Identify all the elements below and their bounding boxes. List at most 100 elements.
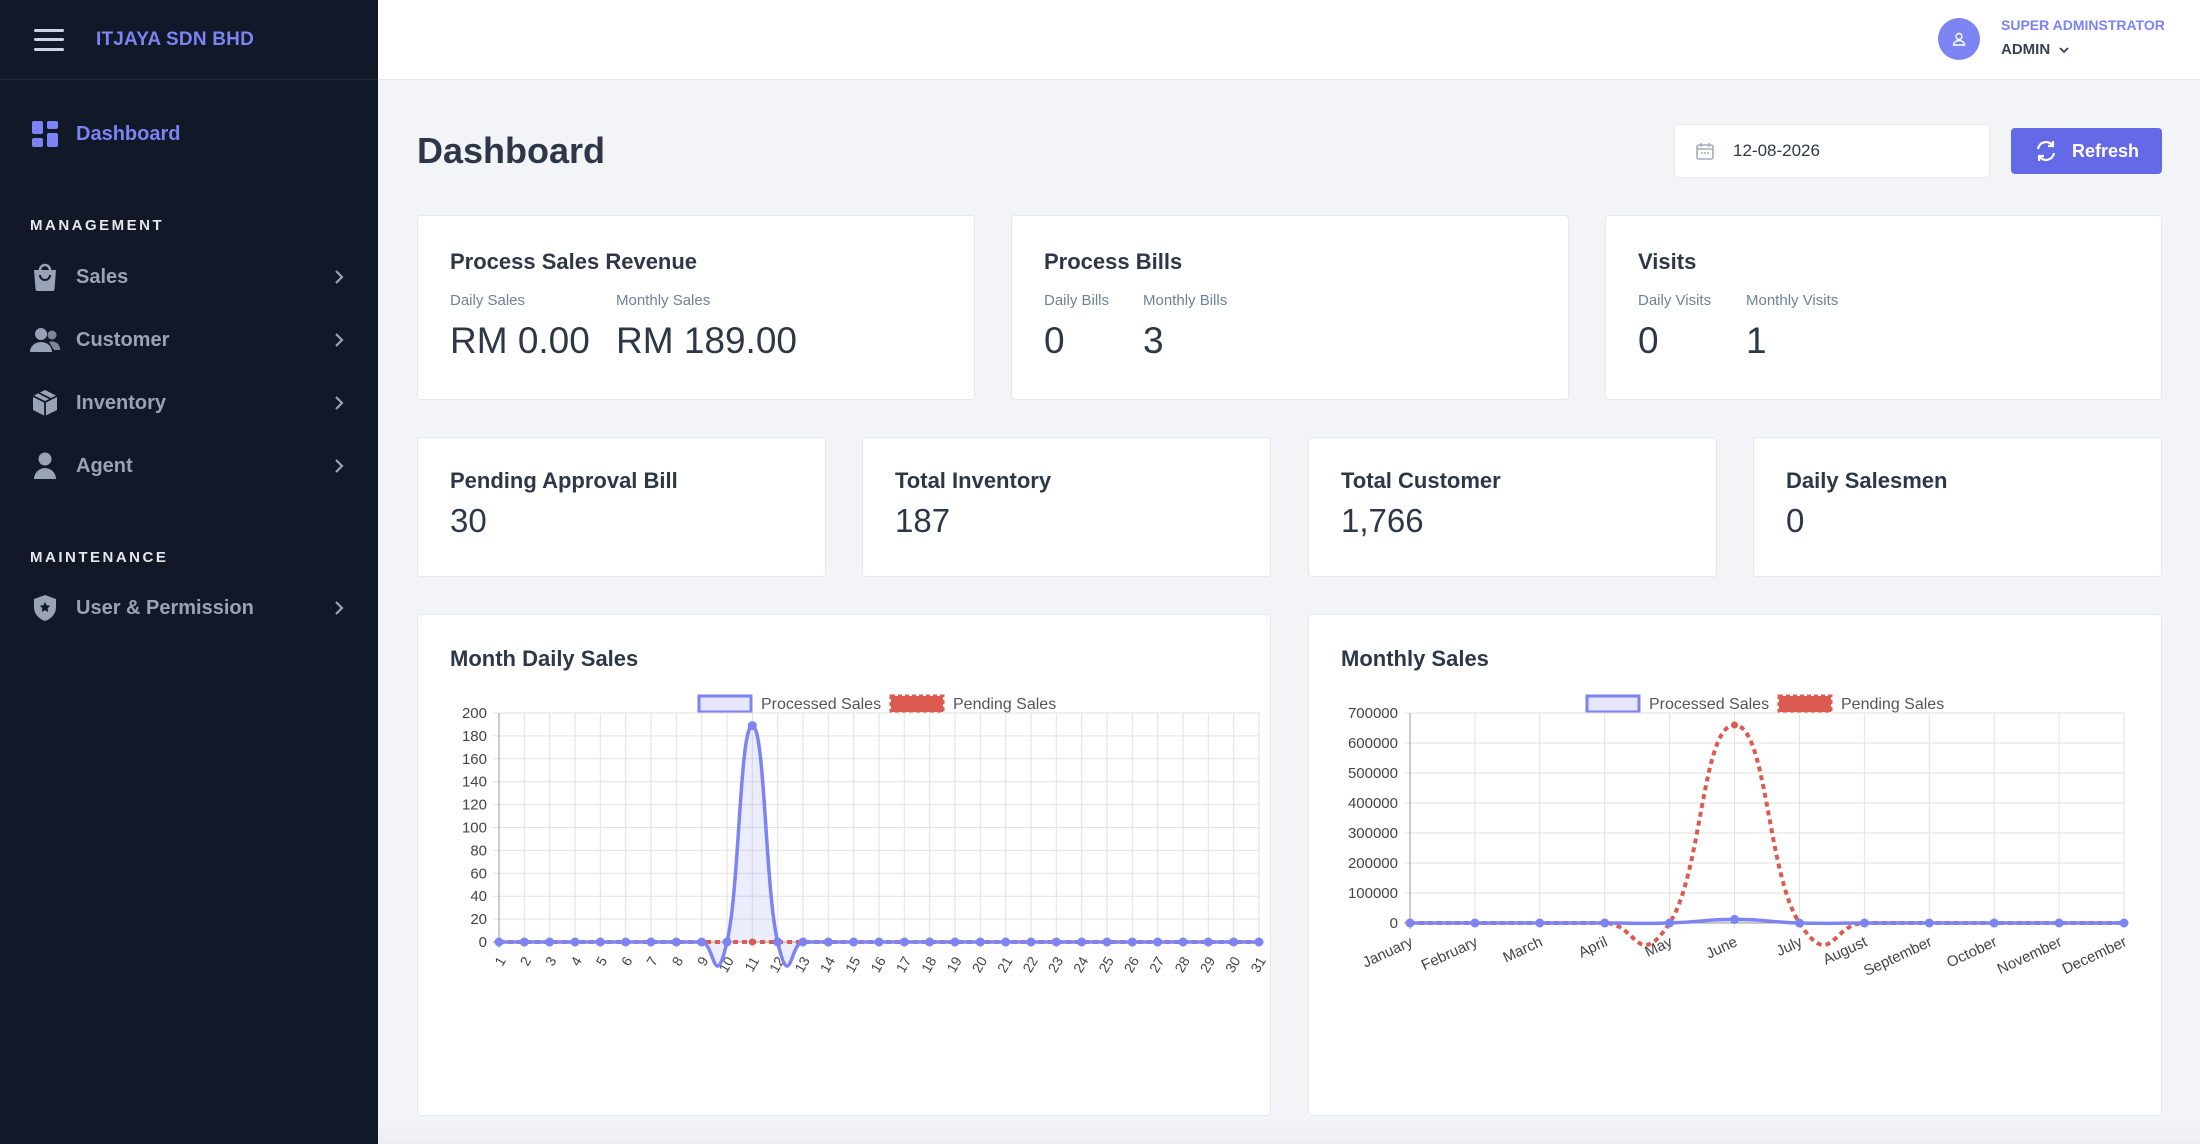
daily-sales-label: Daily Sales (450, 292, 526, 309)
x-tick-label: 1 (491, 954, 509, 969)
page-title: Dashboard (417, 130, 606, 171)
date-value: 12-08-2026 (1733, 141, 1820, 160)
sidebar-item-inventory[interactable]: Inventory (0, 375, 378, 431)
chart-title: Month Daily Sales (450, 646, 639, 671)
processed-sales-point (1600, 918, 1610, 928)
x-tick-label: September (1861, 933, 1935, 979)
chart-title: Monthly Sales (1341, 646, 1489, 671)
x-tick-label: May (1642, 933, 1675, 961)
processed-sales-point (494, 937, 504, 947)
card-title: Process Bills (1044, 249, 1183, 274)
monthly-sales-card: Monthly Sales Processed Sales Pending Sal… (1308, 614, 2162, 1116)
sidebar-item-label: Agent (76, 454, 133, 477)
x-tick-label: 27 (1146, 954, 1168, 976)
processed-sales-point (1665, 918, 1675, 928)
user-menu[interactable]: ADMIN (2001, 41, 2070, 58)
refresh-button[interactable]: Refresh (2011, 128, 2162, 174)
processed-sales-point (925, 937, 935, 947)
legend-swatch-pending (1777, 694, 1833, 714)
processed-sales-point (1535, 918, 1545, 928)
x-tick-label: 19 (943, 954, 965, 976)
legend-swatch-processed (697, 694, 753, 714)
sidebar-item-label: Customer (76, 328, 170, 351)
sidebar-item-customer[interactable]: Customer (0, 312, 378, 368)
sidebar-item-dashboard[interactable]: Dashboard (0, 106, 378, 162)
sidebar-item-label: User & Permission (76, 596, 254, 619)
pending-sales-point (748, 938, 756, 946)
y-tick-label: 60 (470, 865, 487, 882)
processed-sales-point (1153, 937, 1163, 947)
x-tick-label: 14 (817, 954, 839, 976)
processed-sales-point (697, 937, 707, 947)
total-customer-card: Total Customer 1,766 (1308, 437, 1717, 577)
daily-salesmen-card: Daily Salesmen 0 (1753, 437, 2162, 577)
x-tick-label: 22 (1019, 954, 1041, 976)
x-tick-label: November (1995, 933, 2065, 978)
shield-icon (30, 593, 60, 623)
daily-visits-label: Daily Visits (1638, 292, 1712, 309)
y-tick-label: 160 (462, 751, 487, 768)
stat-value: 30 (450, 502, 487, 539)
x-tick-label: April (1576, 933, 1610, 961)
chart-grid (1404, 712, 2125, 929)
y-tick-label: 700000 (1348, 705, 1398, 722)
date-picker[interactable]: 12-08-2026 (1674, 124, 1990, 178)
x-tick-label: 20 (969, 954, 991, 976)
processed-sales-point (2054, 918, 2064, 928)
processed-sales-point (1127, 937, 1137, 947)
x-tick-label: 8 (668, 954, 686, 969)
x-tick-label: 9 (694, 954, 712, 969)
processed-sales-point (747, 721, 757, 731)
x-tick-label: 23 (1045, 954, 1067, 976)
daily-visits-value: 0 (1638, 320, 1659, 361)
processed-sales-point (899, 937, 909, 947)
sidebar-item-agent[interactable]: Agent (0, 438, 378, 494)
legend-label-processed: Processed Sales (761, 696, 881, 713)
stat-title: Daily Salesmen (1786, 468, 1948, 493)
brand-name[interactable]: ITJAYA SDN BHD (96, 28, 255, 50)
sidebar-item-sales[interactable]: Sales (0, 249, 378, 305)
calendar-icon (1696, 143, 1714, 160)
x-tick-label: 28 (1171, 954, 1193, 976)
processed-sales-point (722, 937, 732, 947)
total-inventory-card: Total Inventory 187 (862, 437, 1271, 577)
card-title: Process Sales Revenue (450, 249, 698, 274)
sidebar-item-user-permission[interactable]: User & Permission (0, 580, 378, 636)
monthly-visits-label: Monthly Visits (1746, 292, 1839, 309)
y-tick-label: 300000 (1348, 825, 1398, 842)
chevron-down-icon (2059, 46, 2069, 53)
package-icon (30, 388, 60, 418)
section-label-management: MANAGEMENT (30, 217, 165, 234)
sidebar-header: ITJAYA SDN BHD (0, 0, 378, 80)
y-tick-label: 140 (462, 774, 487, 791)
y-tick-label: 0 (479, 934, 487, 951)
user-role: SUPER ADMINSTRATOR (2001, 17, 2165, 33)
x-tick-label: 31 (1247, 954, 1269, 976)
x-tick-label: 29 (1197, 954, 1219, 976)
section-label-maintenance: MAINTENANCE (30, 549, 169, 566)
dashboard-icon (30, 119, 60, 149)
monthly-visits-value: 1 (1746, 320, 1767, 361)
monthly-bills-value: 3 (1143, 320, 1164, 361)
processed-sales-point (570, 937, 580, 947)
y-tick-label: 600000 (1348, 735, 1398, 752)
x-tick-label: 11 (741, 954, 762, 975)
processed-sales-point (1001, 937, 1011, 947)
x-tick-label: October (1944, 933, 2000, 971)
pending-sales-point (1731, 721, 1739, 729)
user-name: ADMIN (2001, 41, 2051, 58)
stat-value: 187 (895, 502, 951, 539)
avatar[interactable] (1938, 18, 1980, 60)
legend-swatch-processed (1585, 694, 1641, 714)
y-tick-label: 120 (462, 797, 487, 814)
processed-sales-point (773, 937, 783, 947)
x-tick-label: 15 (842, 954, 864, 976)
legend-label-processed: Processed Sales (1649, 696, 1769, 713)
refresh-label: Refresh (2071, 140, 2140, 161)
stat-title: Total Inventory (895, 468, 1052, 493)
processed-sales-point (595, 937, 605, 947)
chart-legend: Processed Sales Pending Sales (697, 694, 1056, 714)
menu-toggle-icon[interactable] (34, 28, 64, 51)
x-tick-label: July (1774, 933, 1806, 960)
y-tick-label: 100 (462, 820, 487, 837)
